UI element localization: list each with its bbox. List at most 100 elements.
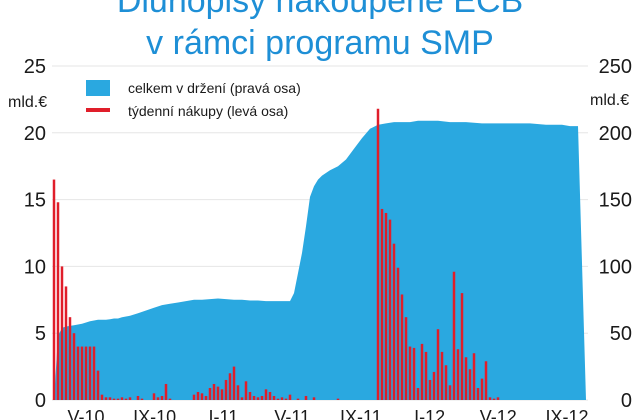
bar-week-87 <box>400 294 404 400</box>
x-tick-label-3: V-11 <box>274 407 310 420</box>
bar-week-101 <box>456 349 460 400</box>
x-tick-label-7: IX-12 <box>545 407 588 420</box>
bar-week-46 <box>236 385 240 400</box>
x-tick-label-6: V-12 <box>480 407 517 420</box>
bar-week-7 <box>80 346 84 400</box>
bar-week-17 <box>120 397 124 400</box>
bar-week-41 <box>216 386 220 400</box>
bar-week-106 <box>476 387 480 400</box>
legend-swatch-bar <box>86 108 110 112</box>
bar-series <box>52 108 500 400</box>
bar-week-43 <box>224 379 228 400</box>
left-axis-ticks: 0 5 10 15 20 25 <box>24 56 46 412</box>
bar-week-109 <box>488 397 492 400</box>
bar-week-65 <box>312 397 316 400</box>
bar-week-53 <box>264 389 268 400</box>
bar-week-40 <box>212 383 216 400</box>
bar-week-37 <box>200 393 204 400</box>
right-axis-ticks: 0 50 100 150 200 250 <box>599 56 632 412</box>
bar-week-55 <box>272 395 276 400</box>
bar-week-63 <box>304 395 308 400</box>
left-axis-unit: mld.€ <box>8 94 47 111</box>
bar-week-8 <box>84 346 88 400</box>
bar-week-21 <box>136 395 140 400</box>
bar-week-22 <box>140 398 144 400</box>
bar-week-82 <box>380 208 384 400</box>
bar-week-93 <box>424 351 428 400</box>
bar-week-71 <box>336 398 340 400</box>
right-tick-label-5: 250 <box>599 56 632 78</box>
bar-week-81 <box>376 108 380 400</box>
bar-week-97 <box>440 351 444 400</box>
bar-week-25 <box>152 393 156 400</box>
bar-week-13 <box>104 397 108 400</box>
bar-week-95 <box>432 371 436 400</box>
right-tick-label-4: 200 <box>599 123 632 145</box>
bar-week-84 <box>388 219 392 400</box>
right-tick-label-3: 150 <box>599 190 632 212</box>
x-tick-label-1: IX-10 <box>133 407 176 420</box>
bar-week-1 <box>56 202 60 400</box>
bar-week-108 <box>484 361 488 400</box>
bar-week-18 <box>124 398 128 400</box>
bar-week-107 <box>480 378 484 400</box>
bar-week-54 <box>268 391 272 400</box>
bar-week-35 <box>192 394 196 400</box>
bar-week-0 <box>52 179 56 400</box>
bar-week-105 <box>472 353 476 400</box>
bar-week-49 <box>248 391 252 400</box>
bar-week-111 <box>496 397 500 400</box>
bar-week-11 <box>96 370 100 400</box>
bar-week-90 <box>412 347 416 400</box>
bar-week-110 <box>492 398 496 400</box>
bar-week-52 <box>260 395 264 400</box>
bar-week-58 <box>284 398 288 400</box>
bar-week-36 <box>196 391 200 400</box>
bar-week-100 <box>452 271 456 400</box>
bar-week-12 <box>100 394 104 400</box>
bar-week-103 <box>464 357 468 400</box>
bar-week-5 <box>72 333 76 400</box>
x-axis-ticks: V-10 IX-10 I-11 V-11 IX-11 I-12 V-12 IX-12 <box>67 407 588 420</box>
left-tick-label-0: 0 <box>35 390 46 412</box>
bar-week-102 <box>460 293 464 400</box>
bar-week-44 <box>228 373 232 400</box>
bar-week-56 <box>276 398 280 400</box>
right-axis-unit: mld.€ <box>590 92 629 109</box>
bar-week-50 <box>252 395 256 400</box>
bar-week-85 <box>392 243 396 400</box>
bar-week-88 <box>404 317 408 400</box>
bar-week-86 <box>396 267 400 400</box>
right-tick-label-2: 100 <box>599 256 632 278</box>
bar-week-98 <box>444 365 448 400</box>
bar-week-14 <box>108 397 112 400</box>
bar-week-92 <box>420 343 424 400</box>
bar-week-48 <box>244 381 248 400</box>
bar-week-42 <box>220 389 224 400</box>
bar-week-9 <box>88 346 92 400</box>
bar-week-94 <box>428 379 432 400</box>
bar-week-3 <box>64 286 68 400</box>
left-tick-label-1: 5 <box>35 323 46 345</box>
bar-week-15 <box>112 398 116 400</box>
left-tick-label-5: 25 <box>24 56 46 78</box>
x-tick-label-5: I-12 <box>414 407 445 420</box>
bar-week-99 <box>448 385 452 400</box>
bar-week-27 <box>160 395 164 400</box>
bar-week-29 <box>168 398 172 400</box>
bar-week-104 <box>468 369 472 400</box>
bar-week-16 <box>116 398 120 400</box>
legend-label-bar: týdenní nákupy (levá osa) <box>128 103 288 119</box>
right-tick-label-1: 50 <box>610 323 632 345</box>
legend-swatch-area <box>86 80 110 96</box>
bar-week-28 <box>164 383 168 400</box>
area-series <box>52 120 586 401</box>
bar-week-61 <box>296 398 300 400</box>
bar-week-91 <box>416 387 420 400</box>
left-tick-label-2: 10 <box>24 256 46 278</box>
bar-week-47 <box>240 397 244 400</box>
bar-week-83 <box>384 212 388 400</box>
right-tick-label-0: 0 <box>621 390 632 412</box>
bar-week-45 <box>232 366 236 400</box>
